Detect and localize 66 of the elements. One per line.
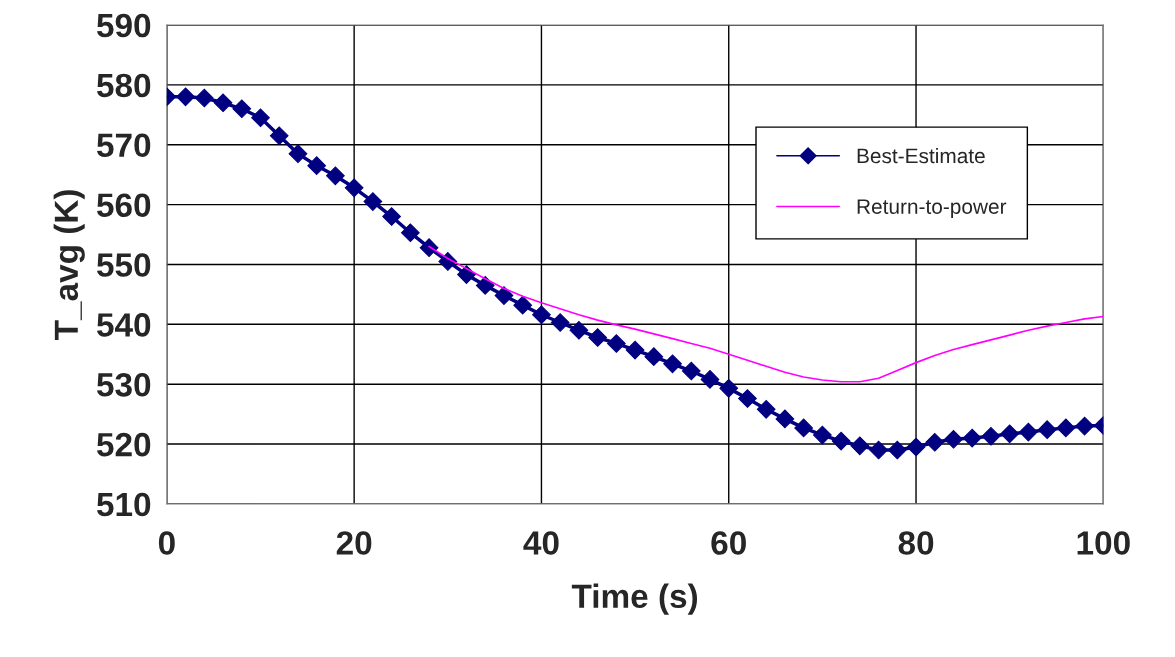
point (738, 389, 757, 408)
point (494, 286, 514, 305)
point (588, 328, 607, 347)
point (1075, 416, 1094, 436)
point (944, 429, 963, 449)
y-tick-label: 590 (96, 13, 151, 38)
point (962, 428, 982, 448)
y-axis-title: T_avg (K) (53, 190, 85, 340)
point (513, 295, 533, 315)
x-tick-label: 20 (336, 531, 372, 555)
point (775, 409, 795, 429)
point (344, 178, 364, 198)
point (326, 166, 345, 186)
x-axis-title: Time (s) (571, 583, 698, 615)
point (1037, 420, 1057, 440)
y-tick-label: 560 (96, 193, 151, 217)
point (1000, 424, 1020, 444)
point (719, 379, 739, 398)
legend-label: Return-to-power (857, 199, 1007, 219)
point (681, 361, 701, 381)
point (251, 108, 270, 128)
point (663, 354, 682, 374)
point (176, 87, 195, 107)
point (700, 370, 720, 389)
x-tick-label: 0 (158, 531, 175, 555)
point (419, 238, 439, 258)
point (831, 431, 851, 451)
point (569, 320, 589, 340)
point (1019, 422, 1038, 442)
point (906, 437, 926, 457)
point (363, 192, 383, 211)
point (194, 88, 214, 108)
y-tick-label: 530 (96, 372, 151, 397)
y-tick-label: 520 (96, 432, 151, 457)
y-tick-label: 550 (96, 253, 151, 277)
point (981, 426, 1001, 446)
x-tick-label: 60 (711, 531, 746, 555)
point (794, 418, 814, 438)
y-tick-label: 570 (96, 133, 151, 158)
point (532, 305, 551, 325)
point (850, 436, 870, 456)
point (813, 425, 832, 445)
point (607, 334, 626, 353)
x-tick-label: 80 (898, 531, 934, 555)
point (887, 440, 907, 460)
point (400, 223, 420, 243)
point (213, 93, 233, 113)
legend-label: Best-Estimate (857, 147, 985, 164)
point (475, 276, 495, 295)
y-tick-label: 580 (96, 73, 151, 98)
point (382, 207, 401, 226)
point (644, 347, 664, 366)
point (756, 399, 776, 419)
point (869, 440, 888, 460)
y-tick-label: 540 (96, 313, 151, 337)
point (232, 99, 252, 119)
point (288, 144, 308, 164)
point (925, 432, 945, 452)
point (625, 340, 645, 360)
x-tick-label: 100 (1077, 531, 1130, 555)
point (269, 126, 289, 146)
point (1056, 418, 1076, 438)
point (307, 156, 327, 176)
point (550, 313, 570, 332)
x-tick-label: 40 (523, 531, 559, 555)
y-tick-label: 510 (96, 492, 151, 517)
